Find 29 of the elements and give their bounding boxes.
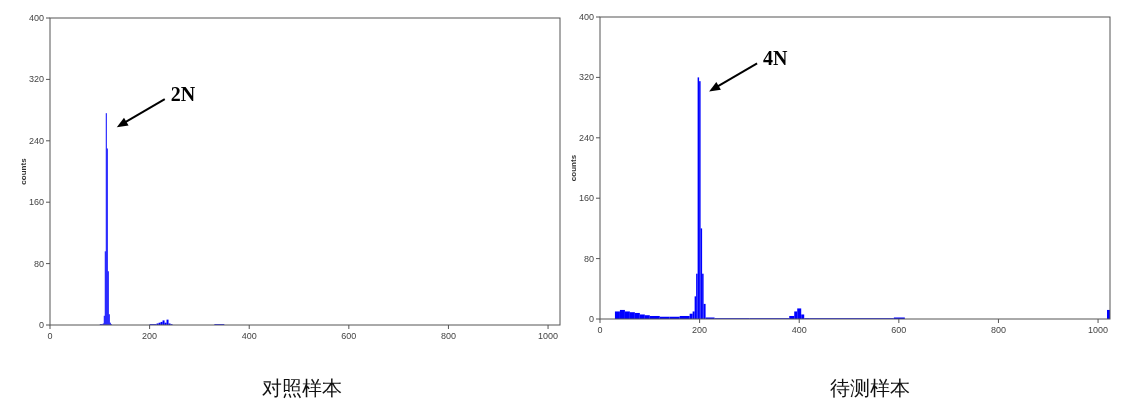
x-tick-label: 400 [241,331,257,341]
y-tick-label: 160 [28,197,44,208]
x-tick-label: 200 [692,325,708,335]
y-axis-title: counts [19,157,28,185]
x-tick-label: 600 [891,325,907,335]
x-tick-label: 600 [341,331,357,341]
text: 待测样本 [830,377,910,399]
y-tick-label: 240 [578,132,594,143]
y-tick-label: 320 [28,74,44,85]
annotation: 2N [170,83,196,106]
x-tick-label: 0 [47,331,53,341]
y-tick-label: 400 [578,12,594,22]
x-tick-label: 800 [990,325,1006,335]
text: 对照样本 [262,377,342,399]
y-axis-title: counts [569,154,578,182]
y-tick-label: 80 [33,258,44,269]
x-tick-label: 1000 [1088,325,1109,335]
x-tick-label: 800 [440,331,456,341]
y-tick-label: 240 [28,135,44,146]
x-tick-label: 400 [791,325,807,335]
y-tick-label: 160 [578,193,594,204]
y-tick-label: 0 [588,314,594,324]
x-tick-label: 1000 [538,331,559,341]
x-tick-label: 200 [142,331,158,341]
y-tick-label: 400 [28,13,44,23]
annotation: 4N [763,47,789,70]
y-tick-label: 80 [583,253,594,264]
x-tick-label: 0 [597,325,603,335]
y-tick-label: 320 [578,72,594,83]
